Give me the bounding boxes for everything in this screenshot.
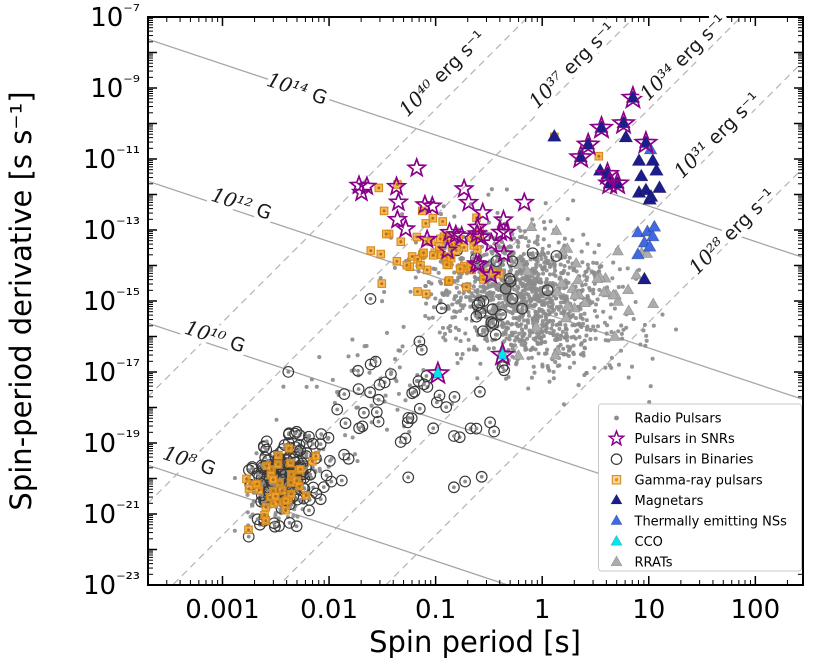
b-line-label-10¹⁰: 10¹⁰G <box>182 315 249 357</box>
b-line-10⁸ <box>148 464 510 585</box>
series-magnetars <box>547 89 667 285</box>
b-line-10¹⁴ <box>148 38 803 259</box>
legend-item-cco: CCO <box>610 534 663 550</box>
snr-star-overlays <box>425 84 659 385</box>
x-tick-0.01: 0.01 <box>300 595 358 625</box>
y-tick--17: 10⁻¹⁷ <box>83 356 140 388</box>
y-tick--21: 10⁻²¹ <box>83 498 140 530</box>
edot-line-10³¹ <box>278 61 803 585</box>
legend-item-magnetars: Magnetars <box>610 493 704 509</box>
x-tick-100: 100 <box>731 595 781 625</box>
series-radio-pulsars <box>232 187 679 533</box>
legend-item-radio-pulsars: Radio Pulsars <box>614 412 722 427</box>
legend-label-1: Pulsars in SNRs <box>635 432 735 447</box>
b-line-label-10¹²: 10¹²G <box>208 182 275 224</box>
y-tick--19: 10⁻¹⁹ <box>83 427 140 459</box>
legend-item-pulsars-in-binaries: Pulsars in Binaries <box>610 453 754 468</box>
y-axis-title: Spin-period derivative [s s⁻¹] <box>4 91 38 510</box>
series-rrats <box>512 220 660 360</box>
edot-line-label-10⁴⁰: 10⁴⁰erg s⁻¹ <box>394 25 490 121</box>
x-axis-title: Spin period [s] <box>369 625 581 659</box>
edot-line-label-10²⁸: 10²⁸erg s⁻¹ <box>684 183 780 279</box>
legend: Radio Pulsars Pulsars in SNRs Pulsars in B… <box>598 403 802 572</box>
legend-label-4: Magnetars <box>635 494 704 509</box>
series-pulsars-in-snrs <box>348 156 536 285</box>
legend-item-thermally-emitting-nss: Thermally emitting NSs <box>610 514 788 530</box>
legend-label-2: Pulsars in Binaries <box>635 453 754 468</box>
series-thermally-emitting-nss <box>631 142 662 260</box>
legend-item-gamma-ray-pulsars: Gamma-ray pulsars <box>611 473 763 488</box>
legend-item-rrats: RRATs <box>610 555 673 571</box>
plot-generated-content: 0.001 0.01 0.1 1 10 100 10⁻⁷ 10⁻⁹ 10⁻¹¹ 10⁻¹³ 10⁻¹… <box>83 1 804 625</box>
edot-line-label-10³⁷: 10³⁷erg s⁻¹ <box>524 17 620 113</box>
edot-line-label-10³¹: 10³¹erg s⁻¹ <box>669 87 765 183</box>
legend-label-6: CCO <box>635 535 663 550</box>
edot-line-10²⁸ <box>384 167 803 585</box>
legend-box <box>598 403 802 572</box>
legend-label-7: RRATs <box>635 556 673 571</box>
x-tick-10: 10 <box>632 595 665 625</box>
y-tick--7: 10⁻⁷ <box>90 1 140 33</box>
scatter-series <box>232 84 679 543</box>
b-line-label-10⁸: 10⁸G <box>160 441 219 481</box>
legend-label-3: Gamma-ray pulsars <box>635 473 763 488</box>
x-tick-0.1: 0.1 <box>415 595 456 625</box>
y-tick--23: 10⁻²³ <box>83 569 140 601</box>
x-tick-0.001: 0.001 <box>185 595 259 625</box>
legend-label-0: Radio Pulsars <box>635 412 722 427</box>
legend-label-5: Thermally emitting NSs <box>634 515 788 530</box>
edot-lines <box>148 17 803 585</box>
tick-labels: 0.001 0.01 0.1 1 10 100 10⁻⁷ 10⁻⁹ 10⁻¹¹ 10⁻¹³ 10⁻¹… <box>83 1 780 625</box>
axes-frame <box>147 16 804 586</box>
legend-item-pulsars-in-snrs: Pulsars in SNRs <box>607 428 735 447</box>
y-tick--15: 10⁻¹⁵ <box>83 285 140 317</box>
y-tick--13: 10⁻¹³ <box>83 214 140 246</box>
y-tick--11: 10⁻¹¹ <box>83 143 140 175</box>
edot-line-10³⁴ <box>171 17 742 585</box>
series-cco <box>431 347 510 378</box>
x-tick-1: 1 <box>534 595 551 625</box>
b-line-label-10¹⁴: 10¹⁴G <box>264 67 331 109</box>
y-tick--9: 10⁻⁹ <box>90 72 140 104</box>
